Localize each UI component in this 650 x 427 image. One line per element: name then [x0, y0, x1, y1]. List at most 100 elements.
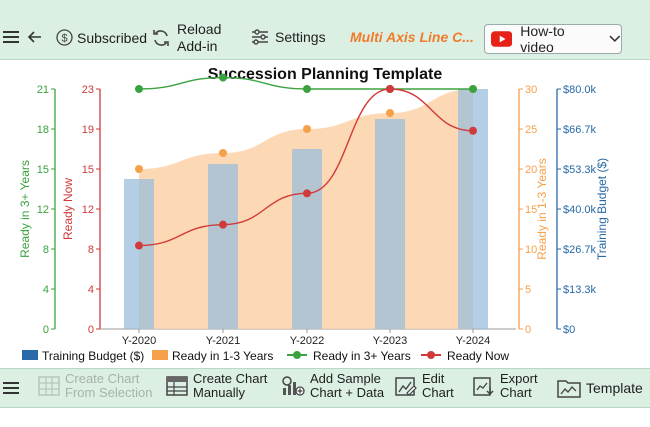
axis-tick-label: $53.3k — [563, 164, 597, 176]
axis-tick-label: $66.7k — [563, 124, 597, 136]
point-ready-3-plus-years — [469, 85, 477, 93]
point-ready-3-plus-years — [135, 85, 143, 93]
table-edit-icon — [166, 376, 188, 396]
refresh-icon — [153, 30, 169, 46]
template-button[interactable]: Template — [557, 377, 643, 399]
axis-tick-label: $40.0k — [563, 204, 597, 216]
axis-title: Ready in 3+ Years — [18, 160, 32, 258]
axis-tick-label: $0 — [563, 324, 575, 336]
chart-area: Succession Planning Template 0 4 8 12 15 18 21 R… — [0, 60, 650, 366]
howto-video-dropdown[interactable]: How-to video — [484, 23, 622, 55]
legend-swatch — [152, 350, 168, 360]
add-sample-line2: Chart + Data — [310, 385, 385, 400]
axis-tick-label: 0 — [43, 324, 49, 336]
axis-title: Training Budget ($) — [595, 158, 609, 260]
axis-tick-label: 20 — [525, 164, 537, 176]
bottom-menu-button[interactable] — [3, 381, 24, 395]
x-tick-label: Y-2020 — [122, 335, 156, 347]
multi-axis-chart: Succession Planning Template 0 4 8 12 15 18 21 R… — [18, 66, 609, 363]
point-ready-1-3-years — [303, 125, 311, 133]
create-manually-line2: Manually — [193, 385, 246, 400]
menu-button[interactable] — [3, 30, 19, 44]
template-label: Template — [586, 380, 643, 396]
x-tick-label: Y-2024 — [456, 335, 490, 347]
axis-tick-label: 8 — [43, 244, 49, 256]
add-sample-chart-button[interactable]: Add Sample Chart + Data — [281, 372, 384, 400]
export-chart-line2: Chart — [500, 385, 532, 400]
point-ready-1-3-years — [135, 165, 143, 173]
create-from-selection-line2: From Selection — [65, 385, 153, 400]
axis-tick-label: 0 — [88, 324, 94, 336]
axis-tick-label: 15 — [525, 204, 537, 216]
bar-training-budget — [208, 164, 238, 329]
edit-chart-line1: Edit — [422, 371, 445, 386]
x-tick-label: Y-2022 — [290, 335, 324, 347]
legend-swatch — [22, 350, 38, 360]
axis-tick-label: 30 — [525, 84, 537, 96]
line-ready-now — [138, 88, 474, 247]
reload-addin-button[interactable]: Reload Add-in — [151, 21, 221, 55]
export-icon — [473, 377, 494, 396]
point-ready-1-3-years — [219, 149, 227, 157]
settings-button[interactable]: Settings — [251, 29, 326, 45]
reload-label-line2: Add-in — [177, 38, 218, 54]
point-ready-1-3-years — [386, 109, 394, 117]
axis-tick-label: 0 — [525, 324, 531, 336]
point-ready-now — [386, 85, 394, 93]
axis-tick-label: 15 — [82, 164, 94, 176]
create-chart-from-selection-button[interactable]: Create Chart From Selection — [38, 372, 152, 400]
x-tick-label: Y-2021 — [206, 335, 240, 347]
axis-tick-label: $26.7k — [563, 244, 597, 256]
dollar-circle-icon: $ — [56, 29, 73, 46]
howto-label: How-to video — [520, 23, 565, 55]
bar-training-budget — [458, 89, 488, 329]
axis-tick-label: 12 — [37, 204, 49, 216]
axis-tick-label: 12 — [82, 204, 94, 216]
axis-tick-label: 15 — [37, 164, 49, 176]
create-chart-manually-button[interactable]: Create Chart Manually — [166, 372, 267, 400]
legend-label: Ready in 3+ Years — [313, 349, 411, 363]
chart-add-icon — [282, 376, 305, 396]
template-folder-icon — [557, 380, 581, 398]
export-chart-button[interactable]: Export Chart — [473, 372, 538, 400]
legend-label: Ready in 1-3 Years — [172, 349, 273, 363]
point-ready-now — [135, 241, 143, 250]
axis-tick-label: 19 — [82, 124, 94, 136]
axis-tick-label: $13.3k — [563, 284, 597, 296]
axis-tick-label: 10 — [525, 244, 537, 256]
youtube-icon — [491, 31, 513, 47]
point-ready-now — [469, 126, 477, 135]
axis-tick-label: 5 — [525, 284, 531, 296]
axis-tick-label: $80.0k — [563, 84, 597, 96]
axis-tick-label: 23 — [82, 84, 94, 96]
product-title: Multi Axis Line C... — [350, 29, 474, 45]
point-ready-now — [219, 220, 227, 229]
axis-tick-label: 4 — [43, 284, 49, 296]
point-ready-now — [303, 189, 311, 198]
edit-chart-button[interactable]: Edit Chart — [395, 372, 454, 400]
axis-tick-label: 18 — [37, 124, 49, 136]
top-toolbar: $ Subscribed Reload Add-in Settings Multi… — [0, 0, 650, 60]
back-button[interactable] — [27, 29, 43, 45]
create-manually-line1: Create Chart — [193, 371, 268, 386]
legend-marker — [293, 351, 301, 359]
axis-tick-label: 25 — [525, 124, 537, 136]
create-from-selection-line1: Create Chart — [65, 371, 140, 386]
axis-tick-label: 8 — [88, 244, 94, 256]
subscribed-label: Subscribed — [77, 29, 148, 46]
sliders-icon — [252, 29, 268, 45]
legend-label: Training Budget ($) — [42, 349, 144, 363]
point-ready-3-plus-years — [219, 73, 227, 82]
bottom-toolbar: Create Chart From Selection Create Chart M… — [0, 368, 650, 408]
chart-title: Succession Planning Template — [208, 66, 443, 83]
axis-title: Ready Now — [61, 178, 75, 240]
axis-tick-label: 4 — [88, 284, 94, 296]
bar-training-budget — [292, 149, 322, 329]
x-tick-label: Y-2023 — [373, 335, 407, 347]
chevron-down-icon — [609, 35, 621, 43]
axis-title: Ready in 1-3 Years — [535, 158, 549, 259]
axis-tick-label: 21 — [37, 84, 49, 96]
subscribed-button[interactable]: $ Subscribed — [56, 29, 147, 46]
edit-chart-line2: Chart — [422, 385, 454, 400]
bar-training-budget — [124, 179, 154, 329]
